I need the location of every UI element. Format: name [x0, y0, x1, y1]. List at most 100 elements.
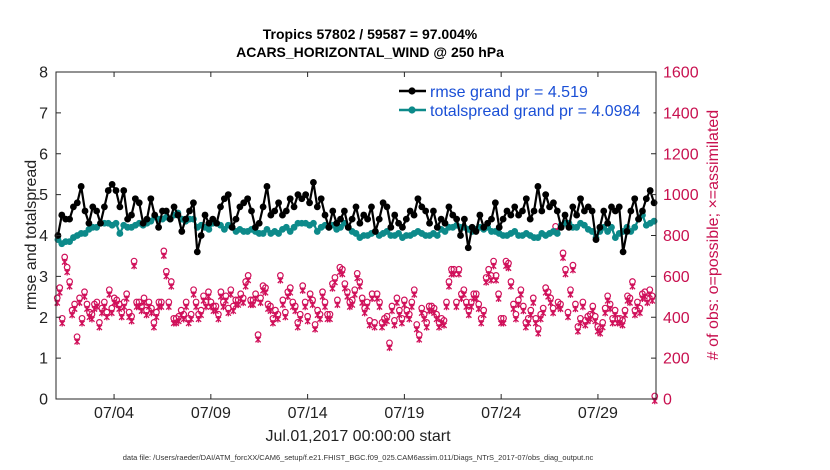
- x-tick-label: 07/19: [384, 405, 424, 422]
- obs-assimilated-point: [66, 283, 73, 290]
- rmse-point: [170, 203, 178, 211]
- rmse-point: [244, 195, 252, 203]
- totalspread-point: [112, 219, 120, 227]
- y-right-tick-label: 200: [663, 351, 690, 368]
- obs-assimilated-point: [587, 316, 594, 323]
- rmse-point: [635, 215, 642, 223]
- obs-assimilated-point: [230, 307, 237, 315]
- obs-assimilated-point: [480, 311, 487, 319]
- rmse-point: [453, 215, 461, 223]
- obs-assimilated-point: [78, 320, 86, 327]
- obs-assimilated-point: [361, 309, 368, 317]
- obs-assimilated-point: [520, 307, 527, 315]
- obs-assimilated-point: [81, 293, 88, 300]
- rmse-point: [112, 187, 120, 194]
- rmse-point: [197, 232, 205, 239]
- rmse-point: [604, 219, 612, 227]
- obs-assimilated-point: [490, 262, 497, 270]
- obs-assimilated-point: [108, 309, 115, 317]
- rmse-point: [596, 223, 604, 231]
- rmse-point: [364, 215, 372, 223]
- obs-assimilated-point: [225, 309, 232, 317]
- rmse-point: [313, 203, 321, 211]
- obs-assimilated-point: [599, 324, 606, 331]
- rmse-point: [147, 195, 155, 203]
- obs-assimilated-point: [74, 338, 81, 345]
- obs-assimilated-point: [279, 301, 286, 309]
- rmse-point: [553, 207, 561, 215]
- rmse-point: [627, 207, 635, 215]
- x-tick-label: 07/24: [481, 405, 521, 422]
- rmse-point: [646, 187, 654, 194]
- obs-assimilated-point: [619, 322, 626, 329]
- obs-assimilated-point: [326, 316, 334, 323]
- obs-assimilated-point: [76, 299, 83, 307]
- totalspread-point: [553, 230, 561, 237]
- obs-assimilated-point: [269, 320, 277, 327]
- obs-assimilated-point: [510, 305, 517, 313]
- obs-assimilated-point: [302, 303, 309, 311]
- rmse-point: [371, 228, 379, 235]
- obs-assimilated-point: [388, 307, 396, 315]
- rmse-point: [441, 219, 449, 227]
- obs-assimilated-point: [401, 301, 408, 309]
- obs-assimilated-point: [530, 299, 537, 307]
- y-right-tick-label: 1400: [663, 105, 699, 122]
- obs-assimilated-point: [537, 316, 544, 323]
- obs-assimilated-point: [483, 279, 490, 286]
- rmse-point: [600, 207, 608, 215]
- obs-assimilated-point: [339, 271, 346, 278]
- obs-assimilated-point: [153, 314, 160, 321]
- y-axis-label-right: # of obs: o=possible; ×=assimilated: [705, 110, 722, 360]
- obs-assimilated-point: [197, 311, 205, 319]
- y-tick-label: 6: [39, 146, 48, 163]
- rmse-point: [263, 183, 271, 190]
- rmse-point: [248, 207, 255, 215]
- obs-count-series: [53, 222, 659, 405]
- obs-assimilated-point: [517, 291, 524, 298]
- legend-box: [394, 78, 654, 121]
- rmse-point: [182, 215, 190, 223]
- x-tick-label: 07/09: [191, 405, 231, 422]
- rmse-point: [488, 215, 495, 223]
- obs-assimilated-point: [391, 322, 398, 329]
- obs-assimilated-point: [413, 326, 420, 333]
- rmse-point: [457, 232, 464, 239]
- rmse-point: [348, 215, 356, 223]
- obs-assimilated-point: [163, 273, 170, 280]
- obs-assimilated-point: [56, 289, 63, 296]
- rmse-point: [430, 207, 437, 215]
- obs-assimilated-point: [589, 307, 596, 315]
- rmse-series: [54, 178, 658, 256]
- obs-assimilated-point: [569, 267, 577, 274]
- obs-assimilated-point: [143, 311, 150, 319]
- rmse-point: [491, 199, 499, 207]
- y-tick-label: 4: [39, 228, 48, 245]
- obs-assimilated-point: [507, 283, 515, 290]
- obs-assimilated-point: [609, 320, 616, 327]
- rmse-point: [100, 203, 108, 211]
- obs-assimilated-point: [512, 316, 519, 323]
- obs-assimilated-point: [71, 305, 78, 313]
- rmse-point: [530, 207, 538, 215]
- rmse-point: [565, 223, 573, 231]
- obs-assimilated-point: [460, 291, 467, 298]
- rmse-point: [302, 191, 310, 199]
- obs-assimilated-point: [478, 320, 485, 327]
- rmse-point: [642, 195, 650, 203]
- obs-assimilated-point: [205, 293, 212, 300]
- rmse-point: [77, 183, 85, 190]
- obs-assimilated-point: [644, 299, 651, 307]
- obs-assimilated-point: [215, 316, 222, 323]
- y-right-tick-label: 1600: [663, 65, 699, 82]
- obs-assimilated-point: [190, 291, 197, 298]
- obs-assimilated-point: [64, 269, 71, 276]
- obs-assimilated-point: [602, 309, 609, 317]
- x-axis-label: Jul.01,2017 00:00:00 start: [265, 428, 451, 445]
- obs-assimilated-point: [453, 303, 460, 311]
- obs-assimilated-point: [250, 301, 257, 309]
- rmse-point: [569, 203, 577, 211]
- obs-assimilated-point: [468, 303, 475, 311]
- obs-assimilated-point: [532, 320, 539, 327]
- obs-assimilated-point: [165, 303, 172, 311]
